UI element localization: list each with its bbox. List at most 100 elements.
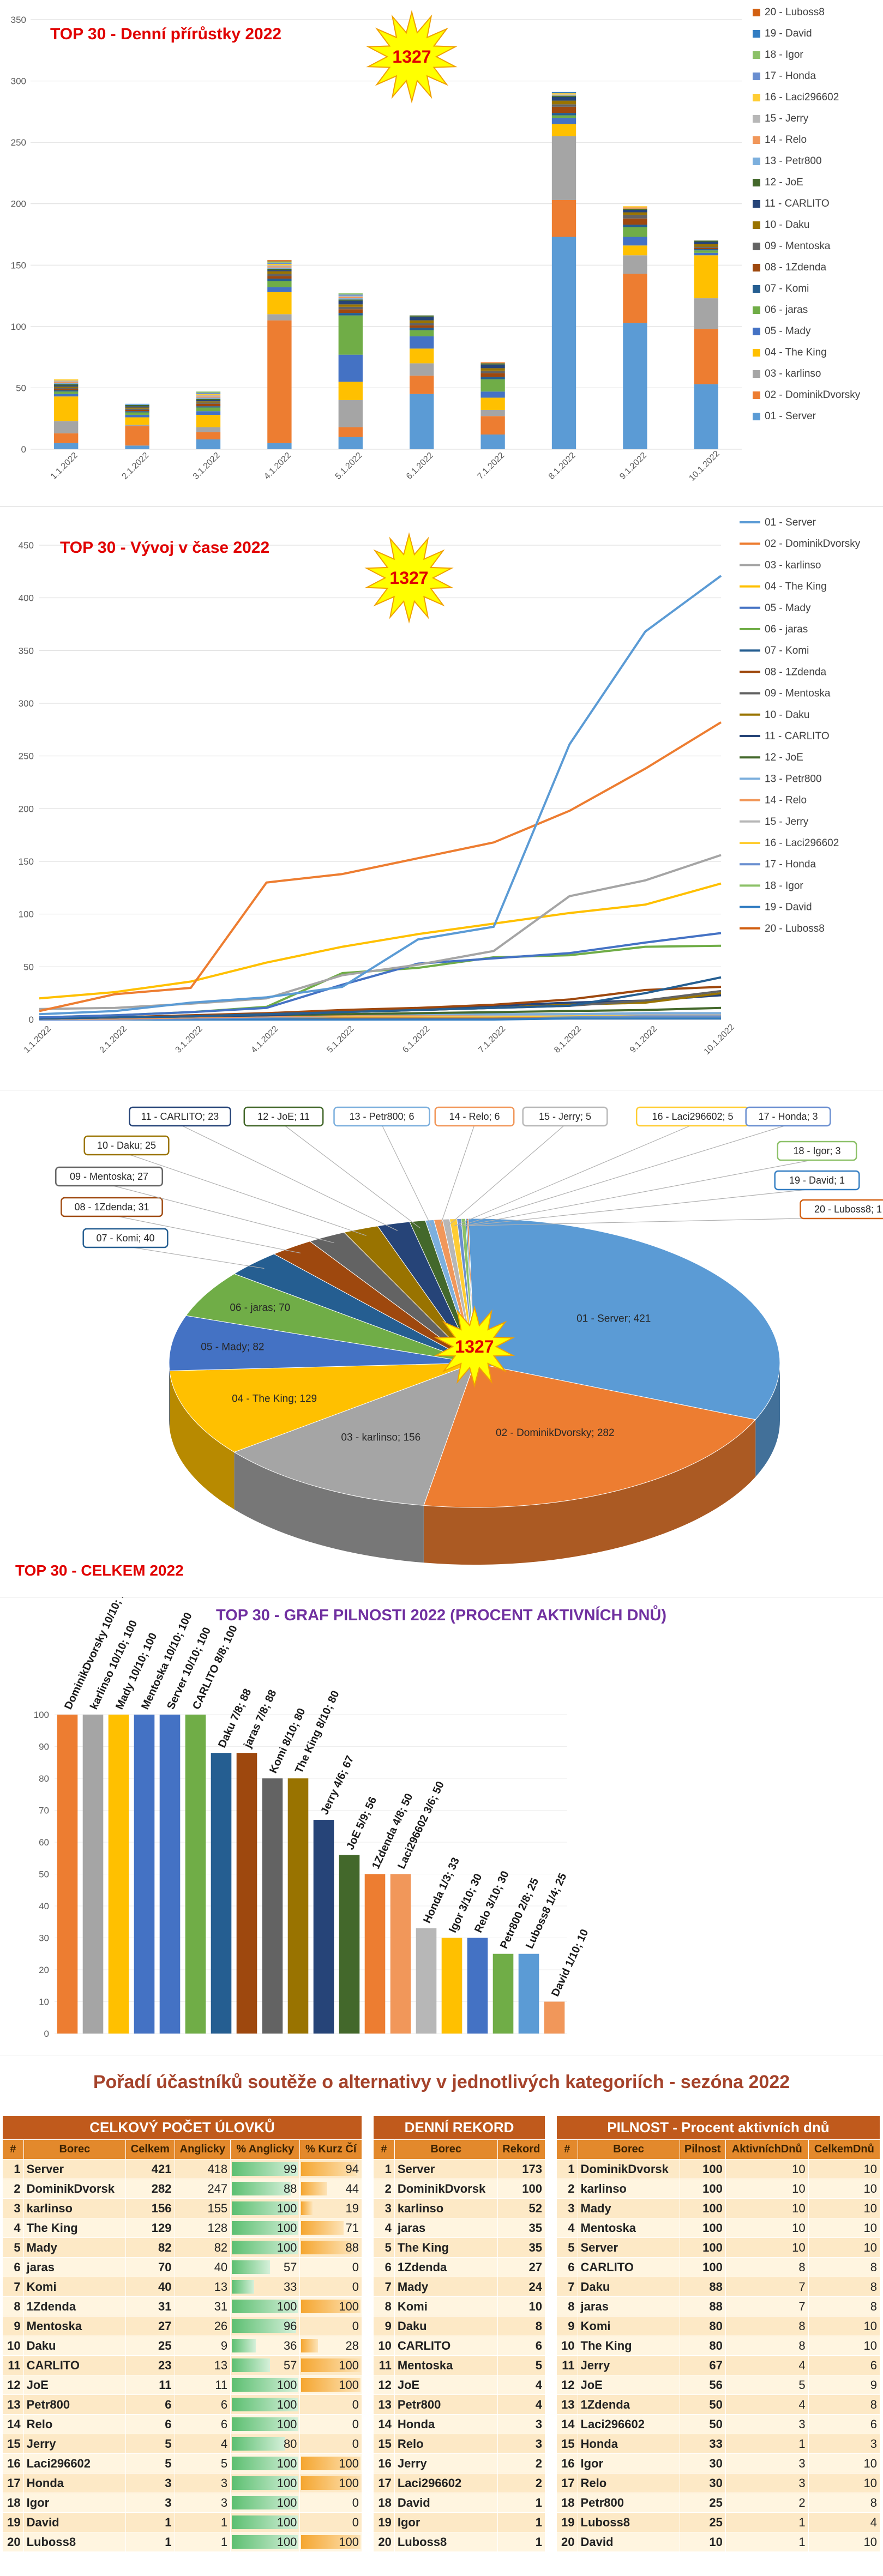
- diligence-caption: PILNOST - Procent aktivních dnů: [556, 2115, 880, 2140]
- name-cell: David: [23, 2512, 127, 2532]
- name-cell: Relo: [394, 2434, 498, 2454]
- english-percent-cell: 100: [230, 2198, 301, 2218]
- bar-data-label: karlinso 10/10; 100: [88, 1619, 140, 1712]
- total-days-cell: 3: [808, 2434, 881, 2454]
- record-cell: 1: [497, 2493, 546, 2513]
- table-row: 11 Mentoska 5: [373, 2355, 546, 2375]
- rank-cell: 13: [373, 2394, 395, 2415]
- bar-segment: [551, 93, 576, 95]
- bar-segment: [410, 330, 434, 336]
- name-cell: The King: [23, 2218, 127, 2238]
- data-bar: [232, 2319, 296, 2333]
- bar-segment: [480, 377, 505, 379]
- bar-segment: [196, 400, 221, 402]
- record-cell: 2: [497, 2473, 546, 2493]
- table-row: 4 The King 129 128 100 71: [2, 2218, 362, 2238]
- name-cell: Jerry: [577, 2355, 680, 2375]
- daily-record-caption: DENNÍ REKORD: [373, 2115, 545, 2140]
- bar-segment: [623, 207, 647, 209]
- total-days-cell: 6: [808, 2414, 881, 2434]
- bar: [416, 1928, 437, 2034]
- ranking-tables-panel: Pořadí účastníků soutěže o alternativy v…: [0, 2055, 883, 2576]
- bar-segment: [694, 329, 718, 384]
- callout-leader: [283, 1124, 421, 1229]
- x-tick-label: 4.1.2022: [262, 451, 293, 481]
- rank-cell: 3: [373, 2198, 395, 2218]
- badge-star-icon: [364, 532, 454, 624]
- bar-segment: [551, 96, 576, 101]
- active-days-cell: 10: [725, 2179, 809, 2199]
- legend-label: 08 - 1Zdenda: [765, 666, 826, 678]
- bar-segment: [267, 279, 292, 281]
- x-tick-label: 7.1.2022: [477, 1024, 507, 1055]
- cell-value: 100: [339, 2535, 359, 2549]
- legend-label: 04 - The King: [765, 581, 827, 593]
- name-cell: jaras: [577, 2296, 680, 2316]
- time-trend-panel: 0 50 100 150 200 250 300 350 400 450 1.1.2022 2.1.2…: [0, 507, 883, 1090]
- rank-cell: 3: [2, 2198, 24, 2218]
- bar-segment: [125, 424, 149, 426]
- y-tick-label: 70: [39, 1806, 49, 1816]
- legend-label: 06 - jaras: [765, 624, 808, 635]
- bar-segment: [267, 265, 292, 267]
- legend-label: 13 - Petr800: [765, 773, 822, 785]
- english-cell: 128: [174, 2218, 231, 2238]
- chart-title: TOP 30 - Denní přírůstky 2022: [50, 25, 281, 43]
- bar-segment: [694, 384, 718, 449]
- course-percent-cell: 88: [299, 2237, 362, 2258]
- y-tick-label: 0: [44, 2029, 49, 2039]
- pie-data-label: 18 - Igor; 3: [793, 1145, 840, 1156]
- pie-data-label: 13 - Petr800; 6: [349, 1111, 414, 1122]
- bar-segment: [694, 250, 718, 253]
- record-cell: 3: [497, 2414, 546, 2434]
- bar-segment: [196, 399, 221, 400]
- total-cell: 156: [125, 2198, 175, 2218]
- table-row: 19 David 1 1 100 0: [2, 2512, 362, 2532]
- name-cell: Jerry: [394, 2453, 498, 2474]
- pie-data-label: 04 - The King; 129: [232, 1393, 317, 1404]
- english-cell: 40: [174, 2257, 231, 2277]
- rank-cell: 1: [556, 2159, 578, 2179]
- bar-segment: [694, 246, 718, 248]
- y-tick-label: 350: [19, 645, 34, 656]
- total-days-cell: 9: [808, 2375, 881, 2395]
- badge-value: 1327: [389, 568, 428, 588]
- bar: [82, 1715, 104, 2034]
- english-percent-cell: 99: [230, 2159, 301, 2179]
- bar-segment: [551, 136, 576, 200]
- bar-segment: [480, 373, 505, 377]
- column-header: CelkemDnů: [808, 2139, 881, 2159]
- english-cell: 13: [174, 2355, 231, 2375]
- pie-data-label: 05 - Mady; 82: [201, 1341, 264, 1353]
- legend-label: 11 - CARLITO: [765, 731, 830, 742]
- total-days-cell: 10: [808, 2336, 881, 2356]
- english-cell: 418: [174, 2159, 231, 2179]
- diligence-cell: 30: [679, 2453, 726, 2474]
- record-cell: 2: [497, 2453, 546, 2474]
- rank-cell: 8: [556, 2296, 578, 2316]
- rank-cell: 12: [2, 2375, 24, 2395]
- table-row: 20 Luboss8 1 1 100 100: [2, 2532, 362, 2552]
- pie-slice-side: [234, 1452, 424, 1563]
- rank-cell: 12: [556, 2375, 578, 2395]
- bar: [492, 1953, 514, 2034]
- bar-segment: [338, 297, 363, 299]
- diligence-cell: 56: [679, 2375, 726, 2395]
- table-row: 1 Server 421 418 99 94: [2, 2159, 362, 2179]
- bar-segment: [125, 417, 149, 425]
- total-cell: 6: [125, 2394, 175, 2415]
- callout-box: [434, 1106, 515, 1127]
- bar: [364, 1874, 386, 2034]
- data-bar: [301, 2221, 344, 2235]
- table-row: 7 Komi 40 13 33 0: [2, 2277, 362, 2297]
- cell-value: 36: [283, 2338, 297, 2352]
- english-cell: 1: [174, 2512, 231, 2532]
- table-row: 11 Jerry 67 4 6: [556, 2355, 881, 2375]
- name-cell: Honda: [23, 2473, 127, 2493]
- name-cell: Mady: [23, 2237, 127, 2258]
- name-cell: Igor: [23, 2493, 127, 2513]
- total-days-cell: 10: [808, 2159, 881, 2179]
- rank-cell: 19: [2, 2512, 24, 2532]
- rank-cell: 7: [556, 2277, 578, 2297]
- table-row: 20 David 10 1 10: [556, 2532, 881, 2552]
